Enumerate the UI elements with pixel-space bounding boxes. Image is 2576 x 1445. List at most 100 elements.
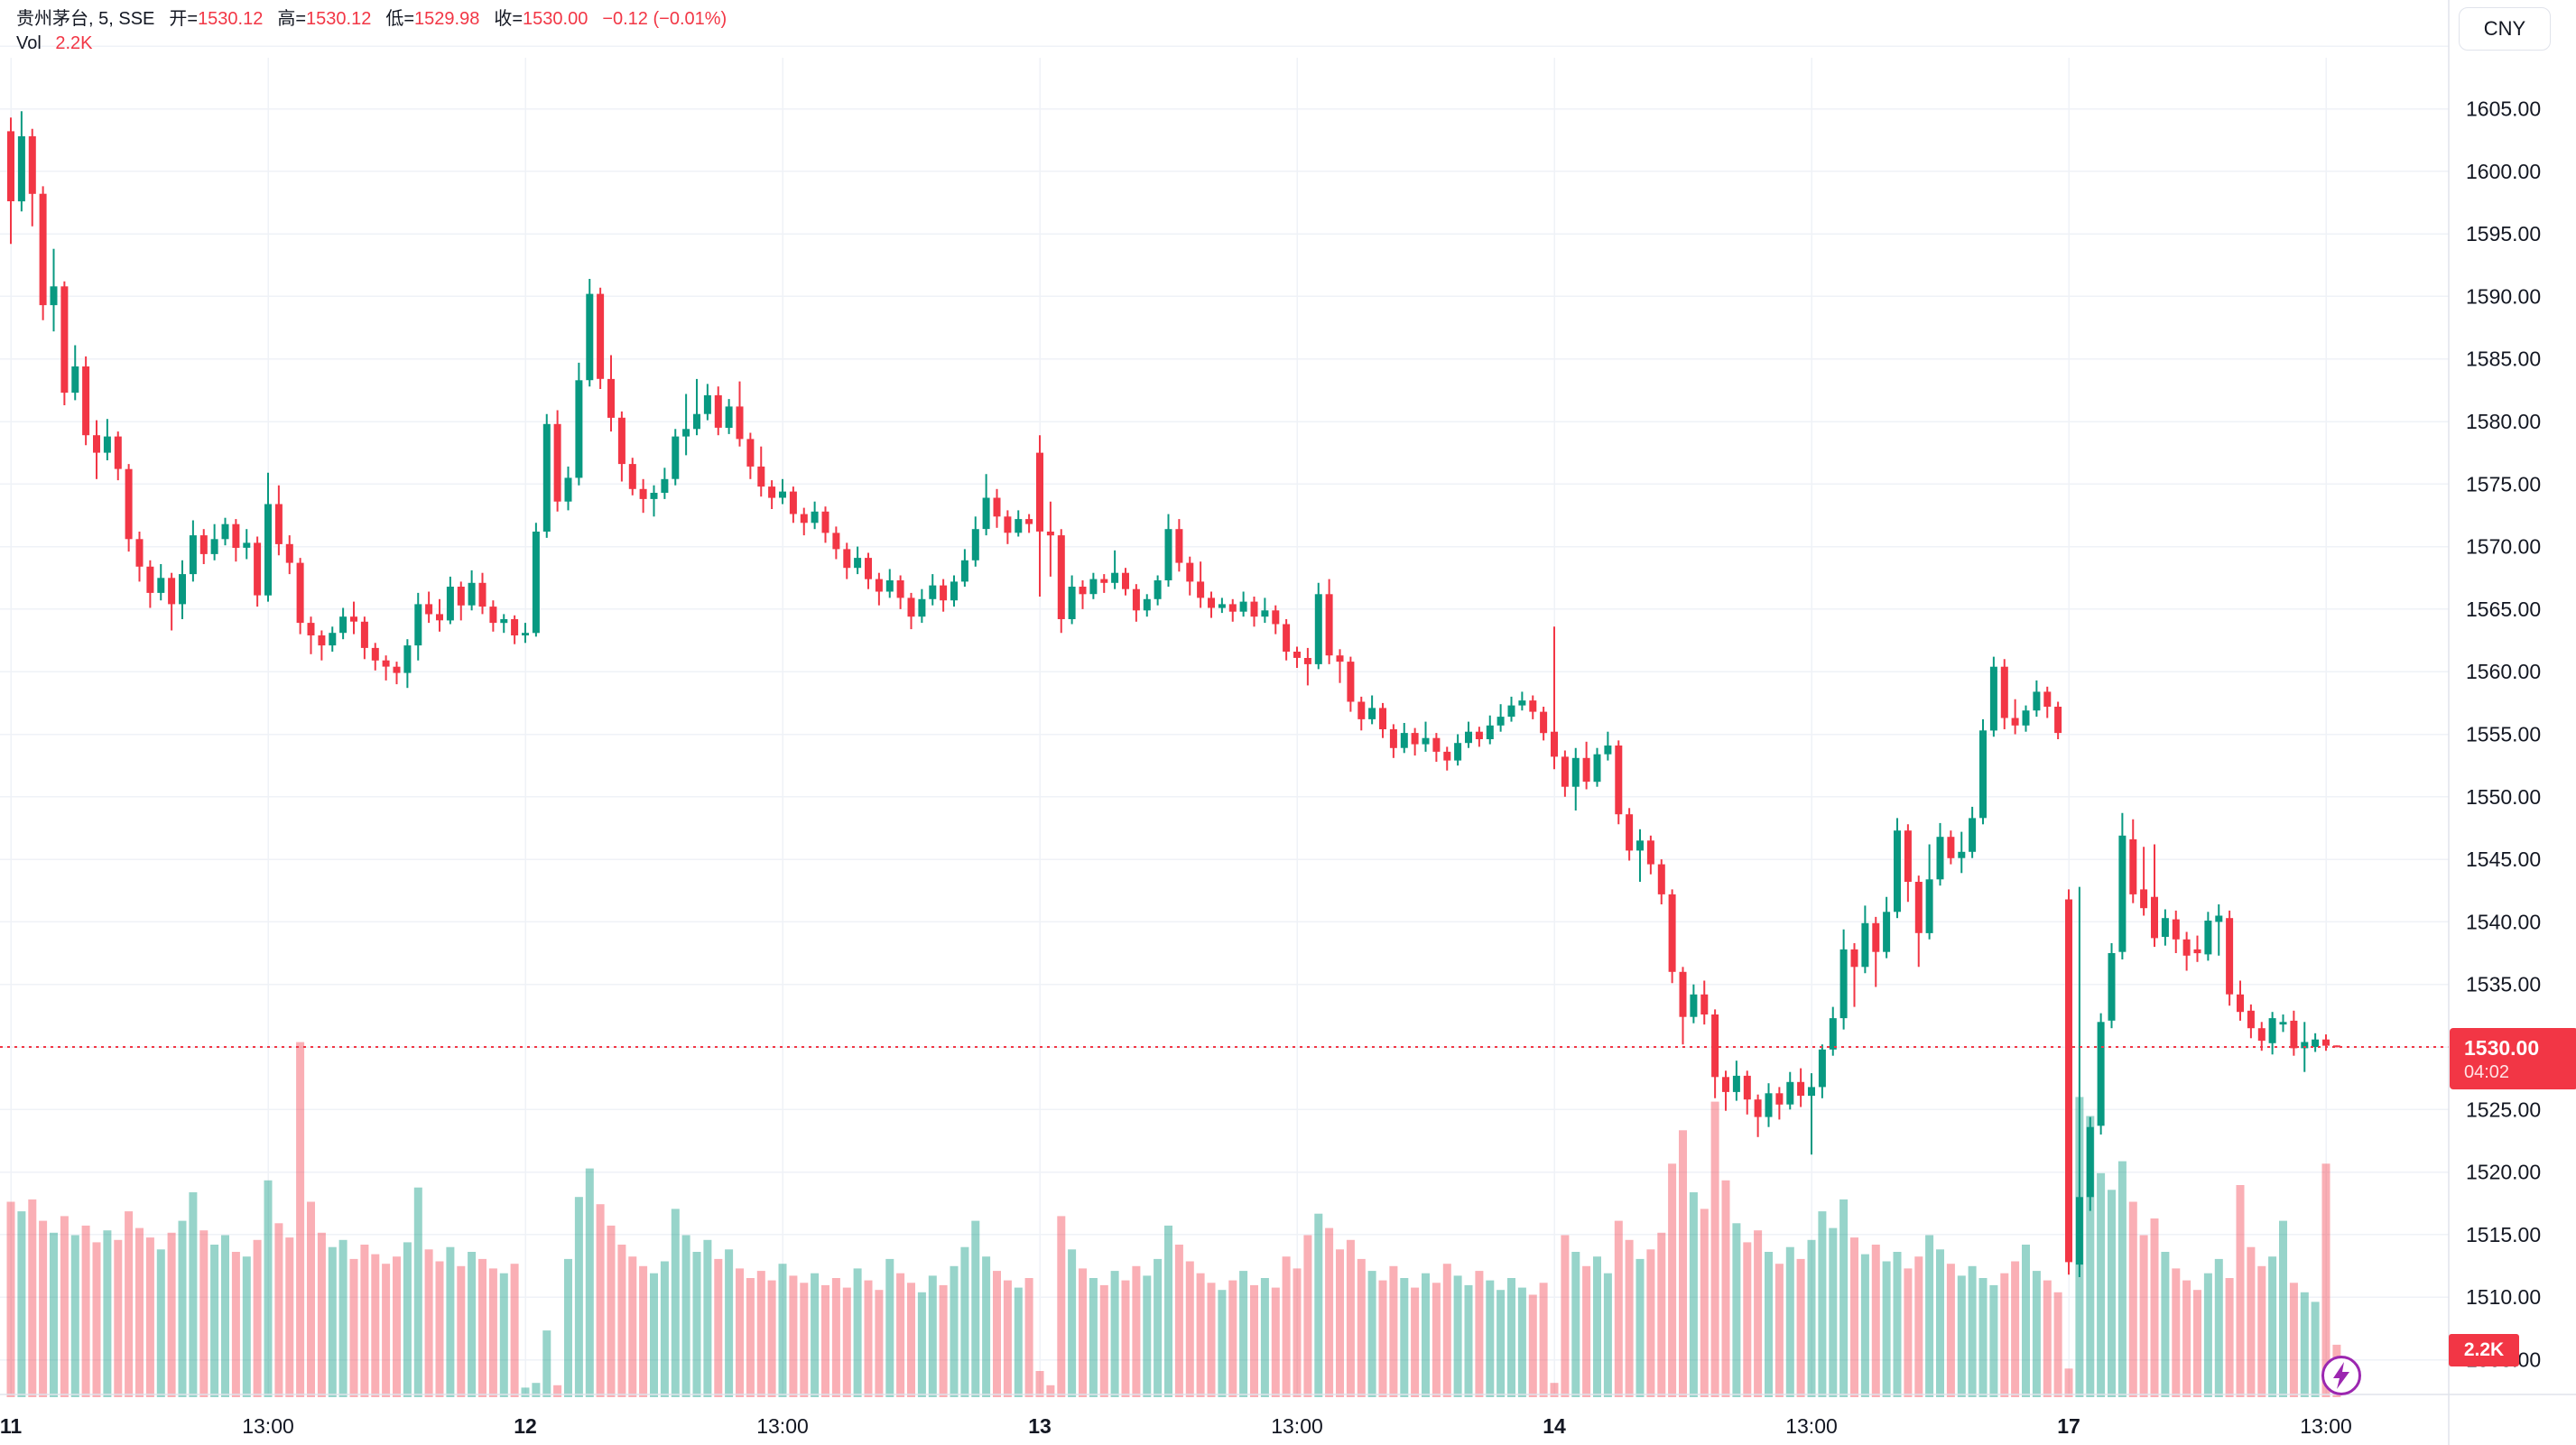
volume-bar[interactable] — [210, 1245, 219, 1397]
volume-bar[interactable] — [70, 1235, 79, 1398]
candle[interactable] — [1561, 750, 1569, 797]
volume-bar[interactable] — [2064, 1368, 2073, 1397]
candle[interactable] — [1700, 980, 1709, 1025]
volume-bar[interactable] — [2000, 1273, 2009, 1397]
candle[interactable] — [736, 381, 744, 447]
candle[interactable] — [285, 535, 293, 575]
volume-bar[interactable] — [114, 1239, 123, 1397]
candle[interactable] — [725, 399, 733, 434]
candle[interactable] — [1872, 916, 1880, 987]
volume-bar[interactable] — [993, 1271, 1001, 1397]
candle[interactable] — [2226, 910, 2234, 1006]
candle[interactable] — [2290, 1010, 2298, 1056]
volume-bar[interactable] — [703, 1239, 712, 1397]
candle[interactable] — [1979, 718, 1987, 825]
candle[interactable] — [1261, 597, 1269, 624]
volume-bar[interactable] — [1968, 1265, 1977, 1397]
volume-bar[interactable] — [607, 1225, 616, 1397]
volume-bar[interactable] — [2214, 1258, 2223, 1397]
candle[interactable] — [1432, 733, 1441, 762]
volume-bar[interactable] — [1893, 1252, 1902, 1397]
candle[interactable] — [628, 458, 636, 496]
volume-bar[interactable] — [939, 1284, 948, 1397]
candle[interactable] — [1186, 556, 1194, 596]
candle[interactable] — [1593, 747, 1601, 787]
candle[interactable] — [586, 279, 594, 387]
candle[interactable] — [2108, 943, 2116, 1029]
candle[interactable] — [2215, 904, 2223, 956]
candle[interactable] — [2118, 812, 2127, 959]
candle[interactable] — [1540, 707, 1548, 741]
volume-bar[interactable] — [1850, 1237, 1858, 1397]
candle[interactable] — [339, 607, 347, 640]
volume-bar[interactable] — [1314, 1213, 1323, 1397]
volume-bar[interactable] — [50, 1232, 58, 1397]
candle[interactable] — [1164, 514, 1172, 587]
candle[interactable] — [1486, 715, 1494, 745]
candle[interactable] — [274, 485, 283, 556]
candle[interactable] — [2332, 1045, 2340, 1048]
volume-bar[interactable] — [521, 1387, 530, 1397]
volume-bar[interactable] — [831, 1278, 840, 1397]
candle[interactable] — [1197, 561, 1205, 608]
candle[interactable] — [993, 488, 1001, 528]
candle[interactable] — [478, 572, 486, 615]
candle[interactable] — [885, 569, 894, 598]
candle[interactable] — [843, 542, 851, 579]
volume-bar[interactable] — [317, 1232, 326, 1397]
volume-bar[interactable] — [371, 1254, 380, 1397]
volume-bar[interactable] — [2225, 1278, 2234, 1397]
candle[interactable] — [39, 186, 47, 320]
candle[interactable] — [1422, 721, 1430, 752]
candle[interactable] — [157, 564, 165, 601]
volume-bar[interactable] — [960, 1246, 969, 1397]
candle[interactable] — [146, 560, 154, 608]
volume-bar[interactable] — [145, 1237, 154, 1397]
candle[interactable] — [2204, 912, 2212, 961]
volume-bar[interactable] — [1046, 1385, 1055, 1397]
candle[interactable] — [553, 410, 561, 512]
candle[interactable] — [307, 616, 315, 654]
volume-bar[interactable] — [1496, 1290, 1506, 1397]
volume-bar[interactable] — [2203, 1273, 2212, 1397]
candle[interactable] — [1636, 829, 1644, 882]
candle[interactable] — [1925, 844, 1933, 940]
candle[interactable] — [746, 432, 755, 479]
candle[interactable] — [60, 281, 69, 405]
candle[interactable] — [1015, 510, 1023, 537]
candle[interactable] — [1036, 435, 1043, 597]
candle[interactable] — [1228, 598, 1237, 622]
volume-bar[interactable] — [1614, 1220, 1623, 1397]
volume-bar[interactable] — [746, 1278, 755, 1397]
volume-bar[interactable] — [1453, 1275, 1462, 1397]
candle[interactable] — [210, 523, 218, 560]
candle[interactable] — [2182, 931, 2191, 971]
candle[interactable] — [542, 413, 551, 538]
volume-bar[interactable] — [2247, 1246, 2256, 1397]
volume-bar[interactable] — [639, 1265, 648, 1397]
volume-bar[interactable] — [692, 1252, 701, 1397]
volume-bar[interactable] — [1293, 1268, 1302, 1397]
volume-bar[interactable] — [725, 1249, 734, 1397]
volume-bar[interactable] — [2193, 1290, 2201, 1397]
candle[interactable] — [1679, 967, 1687, 1045]
volume-bar[interactable] — [1957, 1275, 1966, 1397]
candle[interactable] — [1411, 727, 1419, 756]
volume-bar[interactable] — [681, 1235, 690, 1398]
volume-bar[interactable] — [2043, 1280, 2052, 1397]
candle[interactable] — [1293, 646, 1301, 669]
candle[interactable] — [971, 516, 979, 567]
volume-bar[interactable] — [628, 1256, 637, 1397]
candle[interactable] — [982, 474, 990, 536]
volume-bar[interactable] — [1700, 1209, 1709, 1397]
candle[interactable] — [929, 574, 937, 606]
volume-bar[interactable] — [1657, 1232, 1666, 1397]
candle[interactable] — [2097, 1013, 2105, 1135]
candle[interactable] — [1829, 1006, 1837, 1056]
candle[interactable] — [179, 560, 186, 619]
candle[interactable] — [1797, 1068, 1805, 1107]
volume-bar[interactable] — [1871, 1245, 1880, 1397]
candle[interactable] — [714, 386, 722, 436]
candle[interactable] — [393, 662, 401, 685]
candle[interactable] — [1336, 649, 1344, 683]
